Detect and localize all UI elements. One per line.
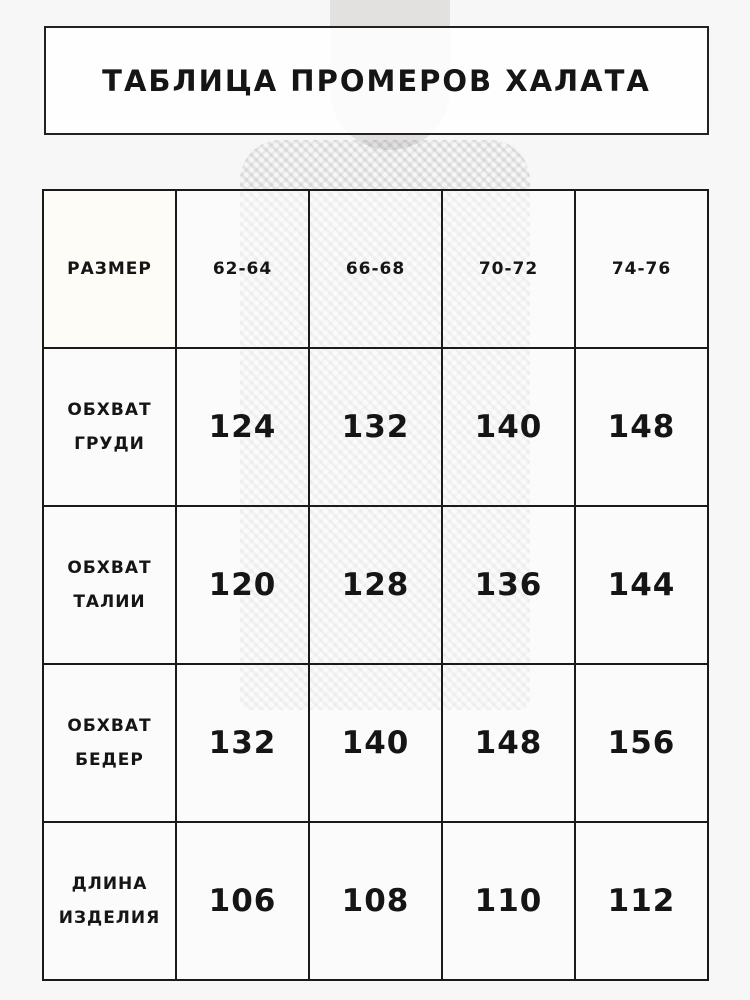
value-cell: 132 [175,663,310,823]
row-label: БЕДЕР [75,750,144,770]
value-cell: 110 [441,821,576,981]
size-value: 62-64 [212,259,273,279]
value-cell: 124 [175,347,310,507]
value-cell: 148 [441,663,576,823]
measurement-value: 148 [607,409,676,445]
row-label-cell: ОБХВАТ ТАЛИИ [42,505,177,665]
value-cell: 128 [308,505,443,665]
size-cell: 66-68 [308,189,443,349]
row-label: ОБХВАТ [67,716,152,736]
size-table: РАЗМЕР 62-64 66-68 70-72 74-76 ОБХВАТ ГРУ… [42,189,709,981]
value-cell: 140 [308,663,443,823]
size-value: 66-68 [345,259,406,279]
measurement-value: 106 [208,883,277,919]
measurement-value: 156 [607,725,676,761]
measurement-value: 140 [474,409,543,445]
value-cell: 136 [441,505,576,665]
row-label: ДЛИНА [71,874,148,894]
measurement-value: 108 [341,883,410,919]
size-value: 70-72 [478,259,539,279]
size-cell: 62-64 [175,189,310,349]
value-cell: 112 [574,821,709,981]
row-label-cell: ДЛИНА ИЗДЕЛИЯ [42,821,177,981]
measurement-value: 112 [607,883,676,919]
table-row: ДЛИНА ИЗДЕЛИЯ 106 108 110 112 [42,821,709,981]
row-label: ТАЛИИ [73,592,146,612]
measurement-value: 136 [474,567,543,603]
measurement-value: 110 [474,883,543,919]
measurement-value: 132 [208,725,277,761]
row-label: ИЗДЕЛИЯ [58,908,161,928]
size-header-cell: РАЗМЕР [42,189,177,349]
value-cell: 120 [175,505,310,665]
title-box: ТАБЛИЦА ПРОМЕРОВ ХАЛАТА [44,26,709,135]
size-value: 74-76 [611,259,672,279]
size-cell: 74-76 [574,189,709,349]
measurement-value: 120 [208,567,277,603]
measurement-value: 148 [474,725,543,761]
value-cell: 148 [574,347,709,507]
value-cell: 140 [441,347,576,507]
row-label-cell: ОБХВАТ БЕДЕР [42,663,177,823]
row-label: ГРУДИ [74,434,145,454]
measurement-value: 144 [607,567,676,603]
measurement-value: 128 [341,567,410,603]
size-cell: 70-72 [441,189,576,349]
table-row: ОБХВАТ ТАЛИИ 120 128 136 144 [42,505,709,665]
size-label: РАЗМЕР [67,259,152,279]
value-cell: 106 [175,821,310,981]
value-cell: 156 [574,663,709,823]
value-cell: 144 [574,505,709,665]
page-title: ТАБЛИЦА ПРОМЕРОВ ХАЛАТА [102,63,651,98]
row-label-cell: ОБХВАТ ГРУДИ [42,347,177,507]
table-row: ОБХВАТ БЕДЕР 132 140 148 156 [42,663,709,823]
row-label: ОБХВАТ [67,400,152,420]
measurement-value: 132 [341,409,410,445]
row-label: ОБХВАТ [67,558,152,578]
table-header-row: РАЗМЕР 62-64 66-68 70-72 74-76 [42,189,709,349]
table-row: ОБХВАТ ГРУДИ 124 132 140 148 [42,347,709,507]
measurement-value: 140 [341,725,410,761]
value-cell: 108 [308,821,443,981]
measurement-value: 124 [208,409,277,445]
value-cell: 132 [308,347,443,507]
